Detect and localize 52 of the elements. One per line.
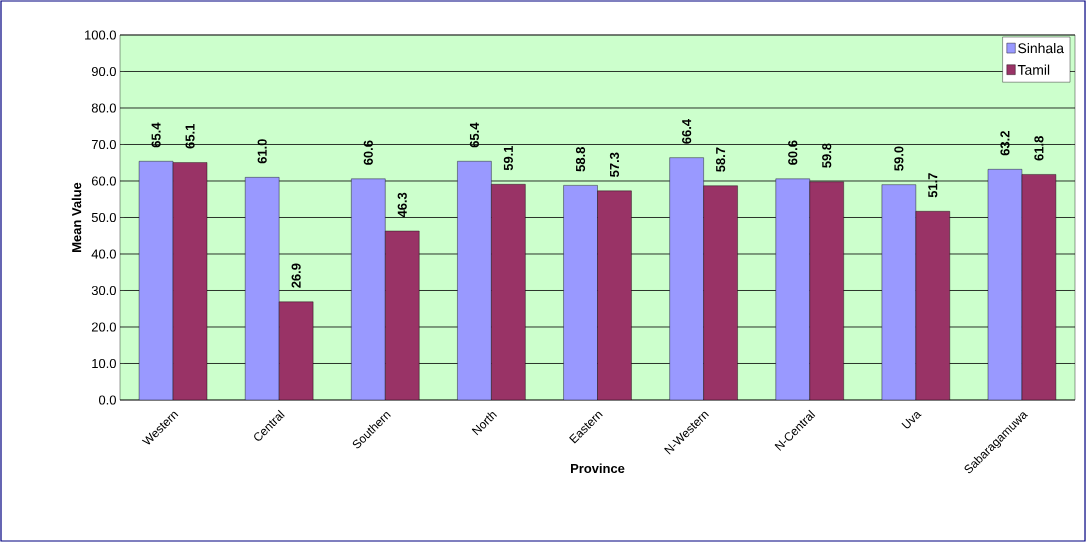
bar bbox=[881, 184, 917, 400]
x-tick-label: Uva bbox=[901, 411, 922, 429]
bar bbox=[491, 184, 526, 400]
y-tick-label: 20.0 bbox=[91, 322, 116, 332]
legend-label: Tamil bbox=[1017, 64, 1050, 75]
y-tick-label: 30.0 bbox=[91, 285, 116, 296]
y-tick-label: 10.0 bbox=[92, 358, 116, 369]
data-label: 59.0 bbox=[894, 146, 904, 171]
bar bbox=[563, 185, 598, 400]
data-label: 26.9 bbox=[291, 263, 301, 288]
y-tick-label: 0.0 bbox=[98, 395, 116, 405]
legend-label: Sinhala bbox=[1018, 43, 1065, 54]
bar bbox=[351, 178, 386, 400]
data-label: 46.3 bbox=[397, 192, 407, 218]
y-tick-label: 40.0 bbox=[91, 249, 116, 259]
data-label: 65.4 bbox=[469, 122, 479, 148]
data-label: 60.6 bbox=[788, 140, 798, 165]
y-tick-label: 90.0 bbox=[91, 66, 116, 77]
y-tick-label: 80.0 bbox=[91, 103, 116, 113]
bar bbox=[172, 162, 208, 400]
bar bbox=[915, 211, 950, 400]
data-label: 59.1 bbox=[503, 145, 513, 171]
bar bbox=[457, 161, 492, 400]
y-axis-title: Mean Value bbox=[71, 182, 82, 252]
bar bbox=[703, 185, 738, 400]
data-label: 57.3 bbox=[609, 152, 620, 177]
data-label: 58.8 bbox=[575, 147, 586, 172]
bar bbox=[385, 230, 420, 400]
bar bbox=[669, 157, 704, 400]
data-label: 59.8 bbox=[822, 143, 832, 168]
y-tick-label: 100.0 bbox=[85, 30, 116, 40]
data-label: 65.4 bbox=[151, 122, 161, 148]
y-tick-label: 60.0 bbox=[91, 176, 116, 186]
data-label: 58.7 bbox=[716, 147, 726, 172]
bar bbox=[1021, 174, 1057, 400]
bar bbox=[987, 169, 1023, 400]
bar bbox=[278, 301, 314, 400]
bar bbox=[809, 181, 844, 400]
bar bbox=[775, 178, 810, 400]
data-label: 51.7 bbox=[928, 173, 938, 198]
data-label: 65.1 bbox=[185, 124, 195, 149]
data-label: 61.8 bbox=[1034, 136, 1044, 161]
data-label: 66.4 bbox=[682, 118, 692, 144]
x-axis-title: Province bbox=[571, 463, 625, 474]
bar bbox=[245, 177, 280, 400]
data-label: 61.0 bbox=[257, 139, 267, 164]
bar bbox=[138, 161, 174, 400]
data-label: 63.2 bbox=[1000, 131, 1010, 156]
bar bbox=[597, 190, 632, 400]
y-tick-label: 50.0 bbox=[91, 212, 116, 223]
data-label: 60.6 bbox=[363, 140, 373, 165]
y-tick-label: 70.0 bbox=[91, 139, 116, 150]
